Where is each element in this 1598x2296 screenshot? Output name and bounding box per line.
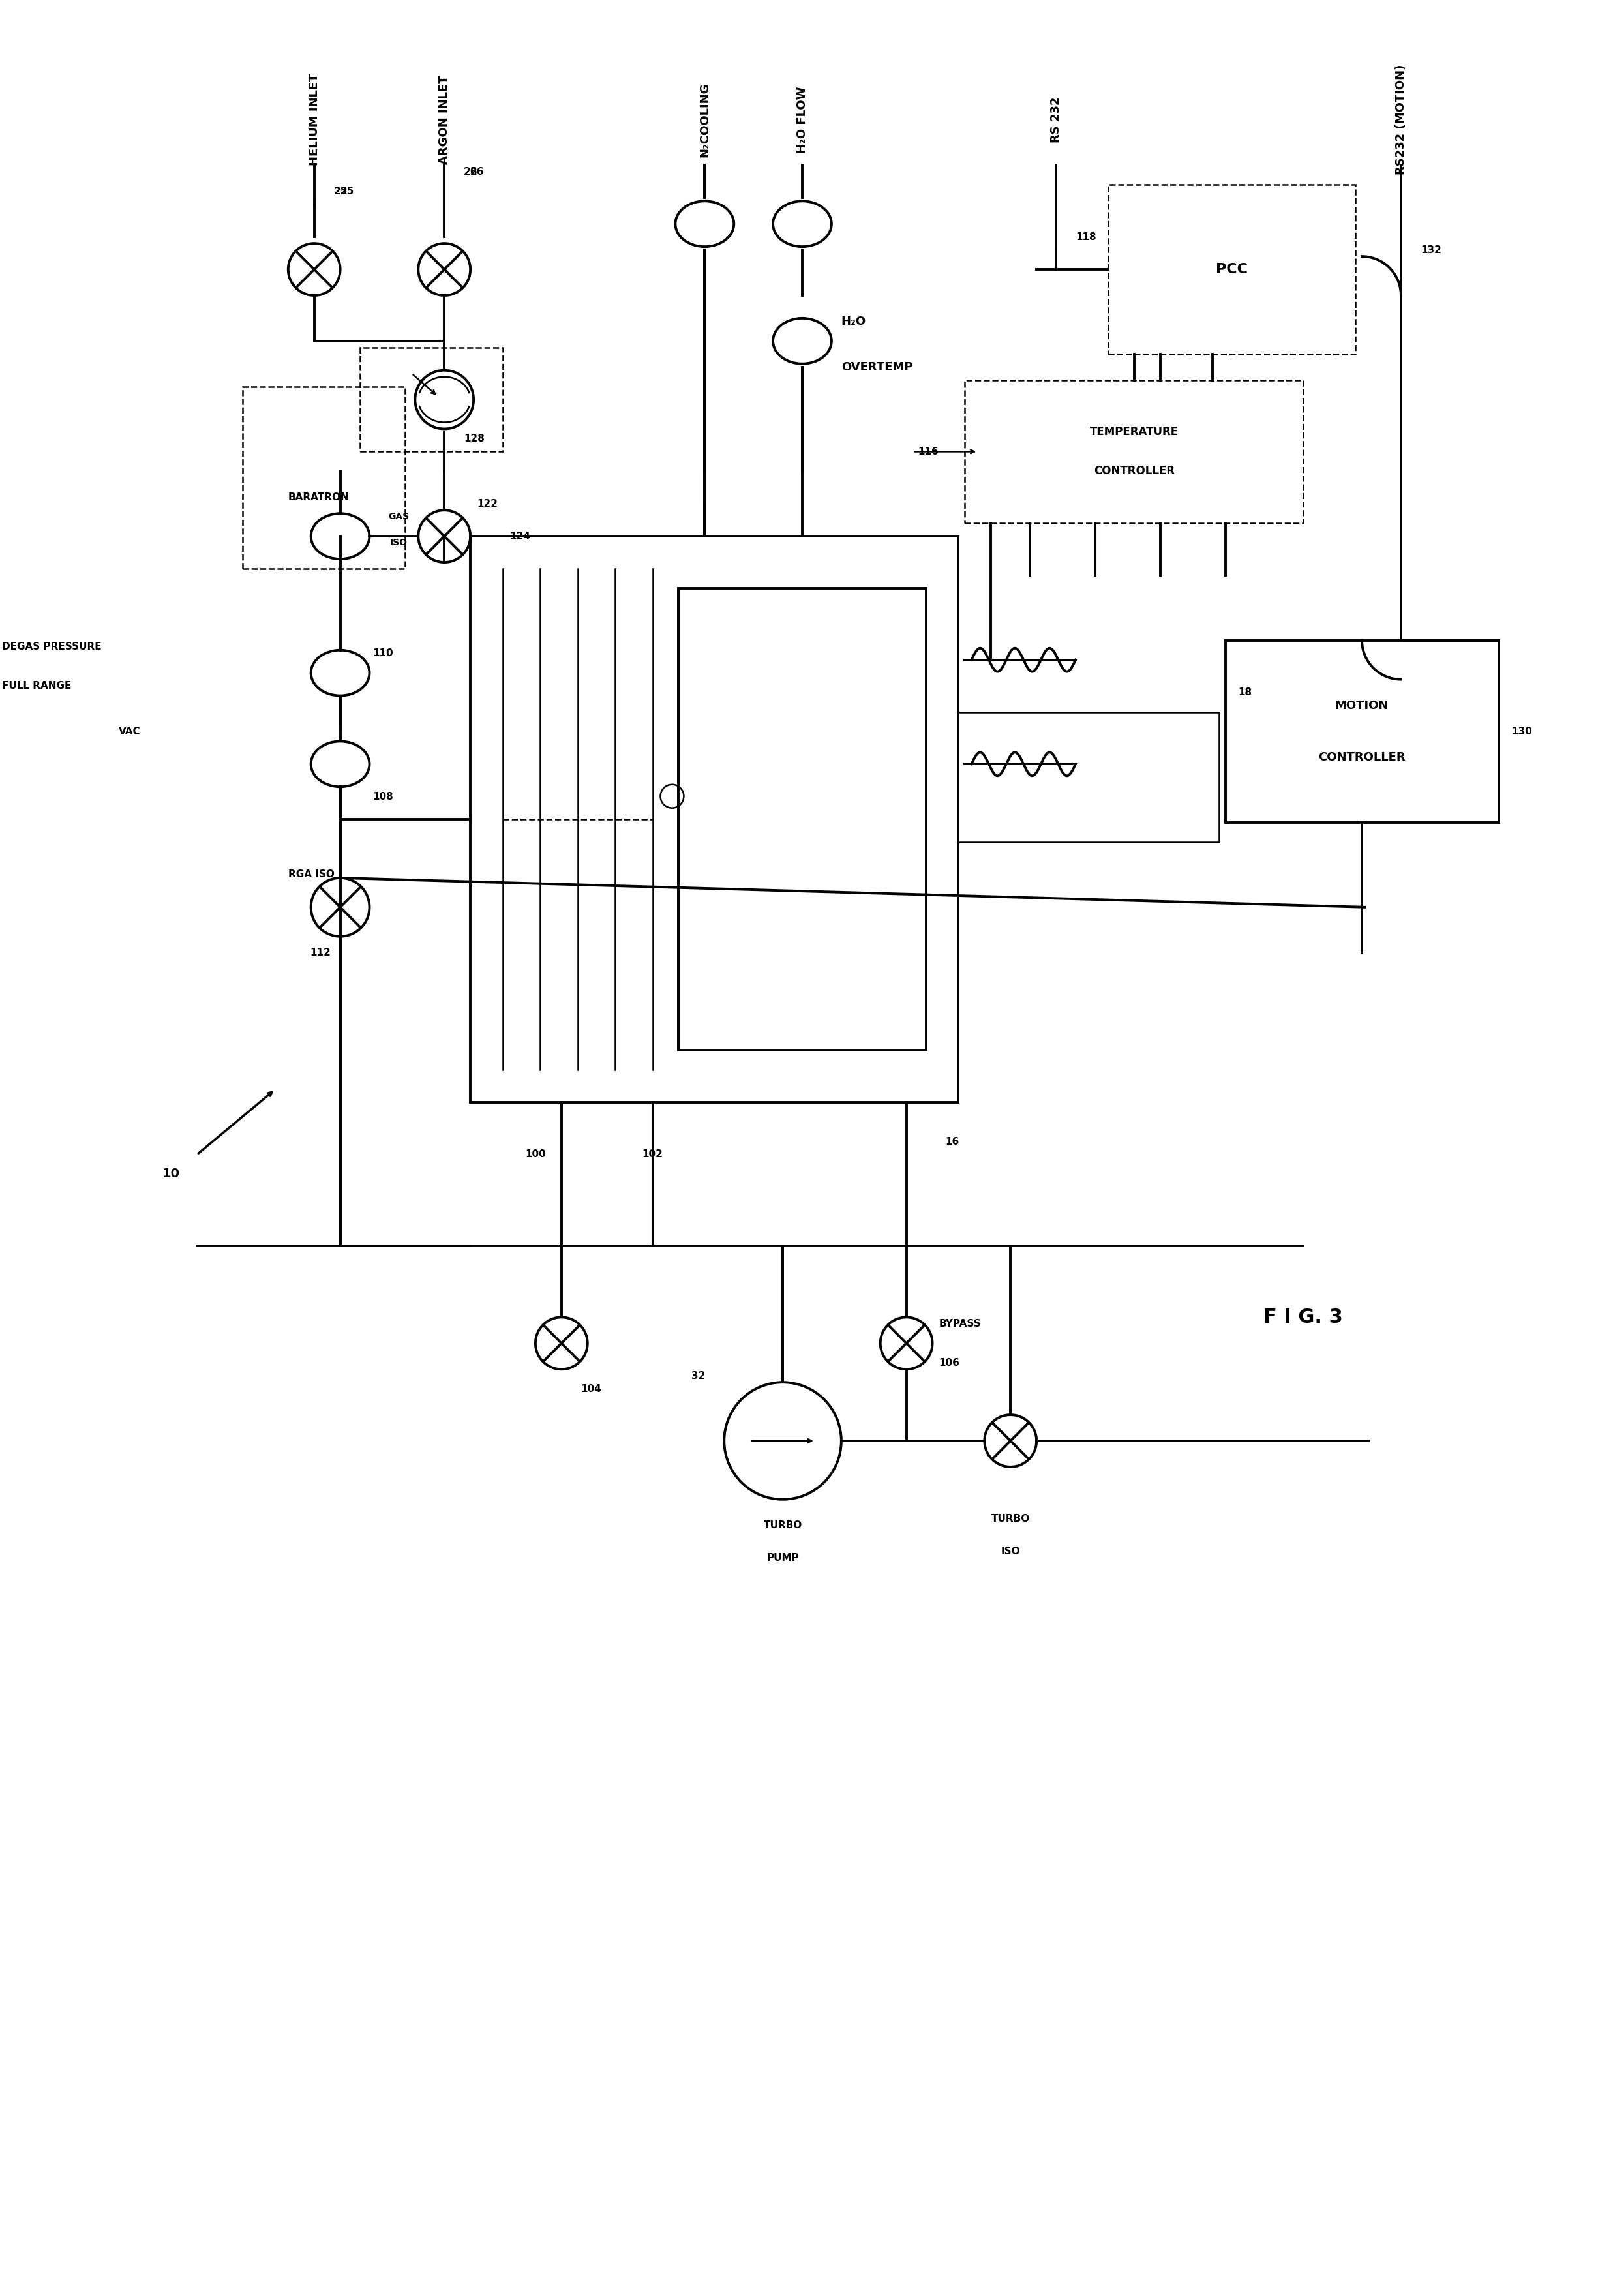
Text: PCC: PCC xyxy=(1216,264,1248,276)
Bar xyxy=(965,381,1304,523)
Bar xyxy=(679,588,925,1049)
Bar xyxy=(1107,184,1355,354)
Text: 110: 110 xyxy=(372,647,393,659)
Text: BARATRON: BARATRON xyxy=(288,491,350,503)
Text: 32: 32 xyxy=(692,1371,705,1380)
Text: CONTROLLER: CONTROLLER xyxy=(1318,751,1406,762)
Text: RS 232: RS 232 xyxy=(1050,96,1063,142)
Text: FULL RANGE: FULL RANGE xyxy=(2,682,72,691)
Text: RGA ISO: RGA ISO xyxy=(288,870,334,879)
Text: RS232 (MOTION): RS232 (MOTION) xyxy=(1395,64,1406,174)
Text: 112: 112 xyxy=(310,948,331,957)
Text: 116: 116 xyxy=(919,448,940,457)
Text: 16: 16 xyxy=(946,1137,959,1146)
Text: ISO: ISO xyxy=(390,537,407,546)
Text: 25: 25 xyxy=(340,186,355,195)
Bar xyxy=(360,347,503,452)
Text: H₂O: H₂O xyxy=(841,315,866,328)
Text: CONTROLLER: CONTROLLER xyxy=(1093,466,1175,478)
Text: N₂COOLING: N₂COOLING xyxy=(698,83,711,156)
Text: 132: 132 xyxy=(1421,246,1441,255)
Text: DEGAS PRESSURE: DEGAS PRESSURE xyxy=(2,643,101,652)
Bar xyxy=(243,386,406,569)
Text: 26: 26 xyxy=(463,168,478,177)
Text: 10: 10 xyxy=(163,1169,181,1180)
Text: 128: 128 xyxy=(463,434,484,443)
Text: PUMP: PUMP xyxy=(767,1552,799,1564)
Text: 25: 25 xyxy=(334,186,348,195)
Text: 122: 122 xyxy=(476,498,497,510)
Bar xyxy=(470,537,959,1102)
Text: 102: 102 xyxy=(642,1150,663,1159)
Text: MOTION: MOTION xyxy=(1334,700,1389,712)
Text: 106: 106 xyxy=(940,1357,960,1368)
Text: ARGON INLET: ARGON INLET xyxy=(438,76,451,165)
Text: OVERTEMP: OVERTEMP xyxy=(841,360,912,372)
Text: BYPASS: BYPASS xyxy=(940,1318,981,1329)
Text: TURBO: TURBO xyxy=(764,1520,802,1531)
Text: VAC: VAC xyxy=(118,726,141,737)
Text: TEMPERATURE: TEMPERATURE xyxy=(1090,427,1179,439)
Text: 108: 108 xyxy=(372,792,393,801)
Text: ISO: ISO xyxy=(1000,1548,1020,1557)
Text: 118: 118 xyxy=(1075,232,1096,241)
Text: 100: 100 xyxy=(526,1150,547,1159)
Text: 26: 26 xyxy=(470,168,484,177)
Text: 130: 130 xyxy=(1512,726,1532,737)
Text: F I G. 3: F I G. 3 xyxy=(1264,1309,1342,1327)
Text: HELIUM INLET: HELIUM INLET xyxy=(308,73,320,165)
Bar xyxy=(1226,641,1499,822)
Text: TURBO: TURBO xyxy=(991,1513,1029,1525)
Text: 18: 18 xyxy=(1238,687,1253,698)
Text: GAS: GAS xyxy=(388,512,409,521)
Text: 104: 104 xyxy=(582,1384,602,1394)
Text: 124: 124 xyxy=(510,530,531,542)
Text: H₂O FLOW: H₂O FLOW xyxy=(796,87,809,154)
